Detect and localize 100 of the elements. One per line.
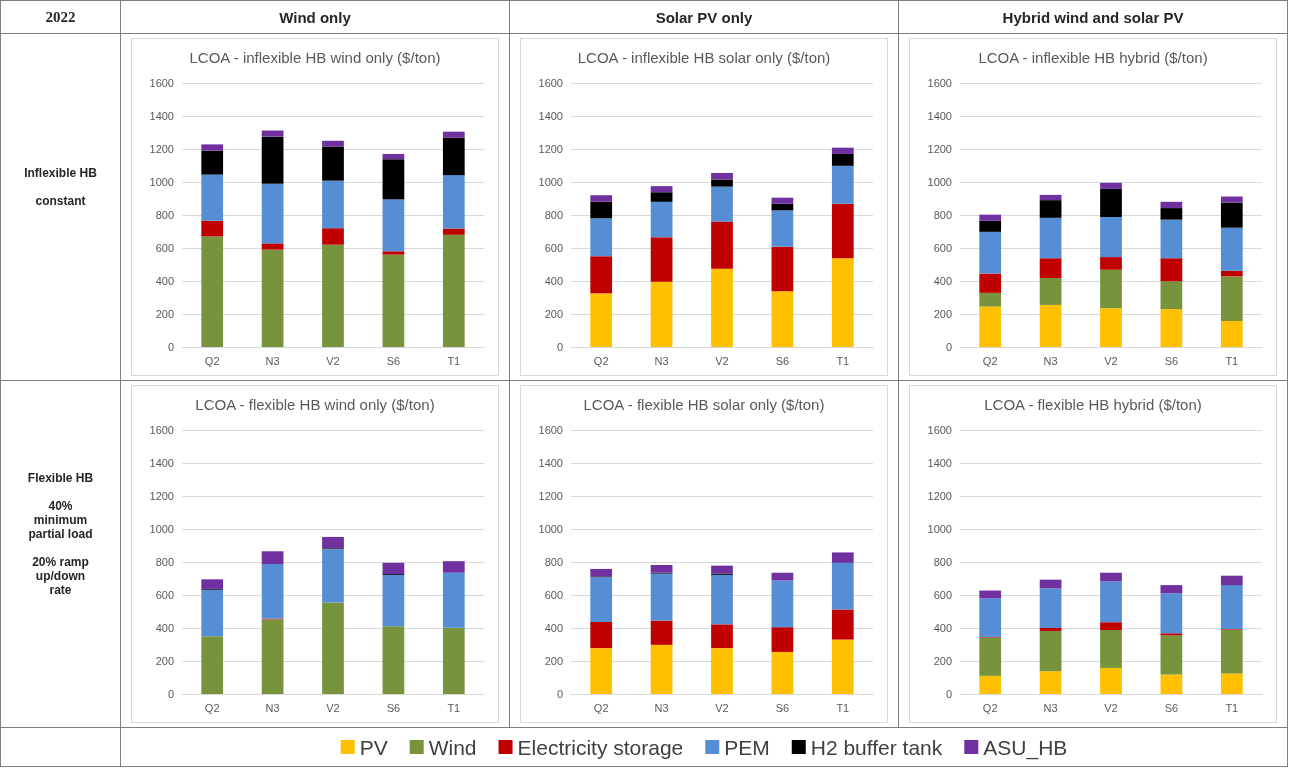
y-tick-label: 1600: [149, 77, 174, 89]
y-tick-label: 0: [167, 341, 174, 353]
x-tick-label: N3: [1043, 354, 1058, 367]
y-tick-label: 0: [167, 688, 174, 700]
y-tick-label: 1000: [149, 523, 174, 535]
y-tick-label: 200: [933, 308, 952, 320]
text: Flexible HB 40% minimum partial load 20% ramp up/down rate: [0, 380, 121, 728]
x-tick-label: Q2: [593, 354, 609, 367]
y-tick-label: 600: [933, 242, 952, 254]
y-tick-label: 1000: [149, 176, 174, 188]
y-tick-label: 200: [155, 308, 174, 320]
x-tick-label: S6: [386, 701, 401, 714]
y-tick-label: 800: [155, 556, 174, 568]
x-tick-label: V2: [1104, 354, 1118, 367]
y-tick-label: 0: [945, 688, 952, 700]
y-tick-label: 0: [556, 341, 563, 353]
x-tick-label: T1: [836, 701, 850, 714]
chart-title: LCOA - inflexible HB solar only ($/ton): [577, 49, 831, 66]
x-tick-label: N3: [1043, 701, 1058, 714]
y-tick-label: 1200: [927, 143, 952, 155]
y-tick-label: 800: [544, 209, 563, 221]
x-tick-label: V2: [326, 701, 340, 714]
y-tick-label: 800: [933, 556, 952, 568]
x-tick-label: V2: [326, 354, 340, 367]
x-tick-label: S6: [775, 701, 790, 714]
text: 2022: [0, 0, 121, 34]
x-tick-label: N3: [265, 354, 280, 367]
x-tick-label: T1: [447, 701, 461, 714]
x-tick-label: Q2: [204, 354, 220, 367]
y-tick-label: 200: [544, 308, 563, 320]
x-tick-label: T1: [1225, 701, 1239, 714]
chart-title: LCOA - inflexible HB hybrid ($/ton): [978, 49, 1208, 66]
y-tick-label: 600: [544, 242, 563, 254]
y-tick-label: 0: [556, 688, 563, 700]
x-tick-label: V2: [715, 701, 729, 714]
y-tick-label: 1600: [927, 77, 952, 89]
y-tick-label: 1600: [149, 424, 174, 436]
y-tick-label: 200: [933, 655, 952, 667]
y-tick-label: 1200: [149, 490, 174, 502]
y-tick-label: 400: [544, 275, 563, 287]
chart-title: LCOA - flexible HB hybrid ($/ton): [984, 396, 1202, 413]
y-tick-label: 600: [544, 589, 563, 601]
y-tick-label: 1400: [538, 110, 563, 122]
x-tick-label: Q2: [982, 354, 998, 367]
legend-label: H2 buffer tank: [810, 735, 943, 759]
y-tick-label: 1400: [538, 457, 563, 469]
y-tick-label: 1400: [149, 457, 174, 469]
legend-label: PEM: [724, 735, 770, 759]
y-tick-label: 0: [945, 341, 952, 353]
x-tick-label: Q2: [593, 701, 609, 714]
y-tick-label: 400: [544, 622, 563, 634]
y-tick-label: 1400: [927, 457, 952, 469]
y-tick-label: 1600: [927, 424, 952, 436]
y-tick-label: 400: [155, 275, 174, 287]
x-tick-label: S6: [386, 354, 401, 367]
x-tick-label: S6: [775, 354, 790, 367]
y-tick-label: 400: [933, 275, 952, 287]
y-tick-label: 800: [933, 209, 952, 221]
text: Wind only: [120, 0, 510, 34]
y-tick-label: 600: [155, 589, 174, 601]
y-tick-label: 1000: [927, 523, 952, 535]
x-tick-label: N3: [654, 701, 669, 714]
x-tick-label: Q2: [982, 701, 998, 714]
text: Solar PV only: [509, 0, 899, 34]
text: Inflexible HB constant: [0, 33, 121, 381]
y-tick-label: 1400: [149, 110, 174, 122]
y-tick-label: 1200: [927, 490, 952, 502]
chart-title: LCOA - flexible HB wind only ($/ton): [195, 396, 435, 413]
y-tick-label: 200: [544, 655, 563, 667]
y-tick-label: 1200: [538, 490, 563, 502]
x-tick-label: T1: [1225, 354, 1239, 367]
legend-label: ASU_HB: [983, 735, 1068, 760]
y-tick-label: 800: [155, 209, 174, 221]
legend-label: Electricity storage: [517, 735, 684, 759]
y-tick-label: 600: [155, 242, 174, 254]
chart-title: LCOA - inflexible HB wind only ($/ton): [189, 49, 441, 66]
legend-label: PV: [359, 735, 388, 759]
y-tick-label: 1600: [538, 424, 563, 436]
y-tick-label: 1400: [927, 110, 952, 122]
y-tick-label: 400: [155, 622, 174, 634]
x-tick-label: Q2: [204, 701, 220, 714]
y-tick-label: 400: [933, 622, 952, 634]
y-tick-label: 600: [933, 589, 952, 601]
y-tick-label: 1600: [538, 77, 563, 89]
text: Hybrid wind and solar PV: [898, 0, 1288, 34]
y-tick-label: 1000: [538, 176, 563, 188]
legend-label: Wind: [428, 735, 477, 759]
x-tick-label: V2: [715, 354, 729, 367]
chart-title: LCOA - flexible HB solar only ($/ton): [583, 396, 825, 413]
x-tick-label: S6: [1164, 354, 1179, 367]
x-tick-label: S6: [1164, 701, 1179, 714]
y-tick-label: 1200: [538, 143, 563, 155]
x-tick-label: N3: [654, 354, 669, 367]
y-tick-label: 1000: [927, 176, 952, 188]
y-tick-label: 800: [544, 556, 563, 568]
x-tick-label: V2: [1104, 701, 1118, 714]
x-tick-label: T1: [447, 354, 461, 367]
x-tick-label: N3: [265, 701, 280, 714]
y-tick-label: 1200: [149, 143, 174, 155]
x-tick-label: T1: [836, 354, 850, 367]
